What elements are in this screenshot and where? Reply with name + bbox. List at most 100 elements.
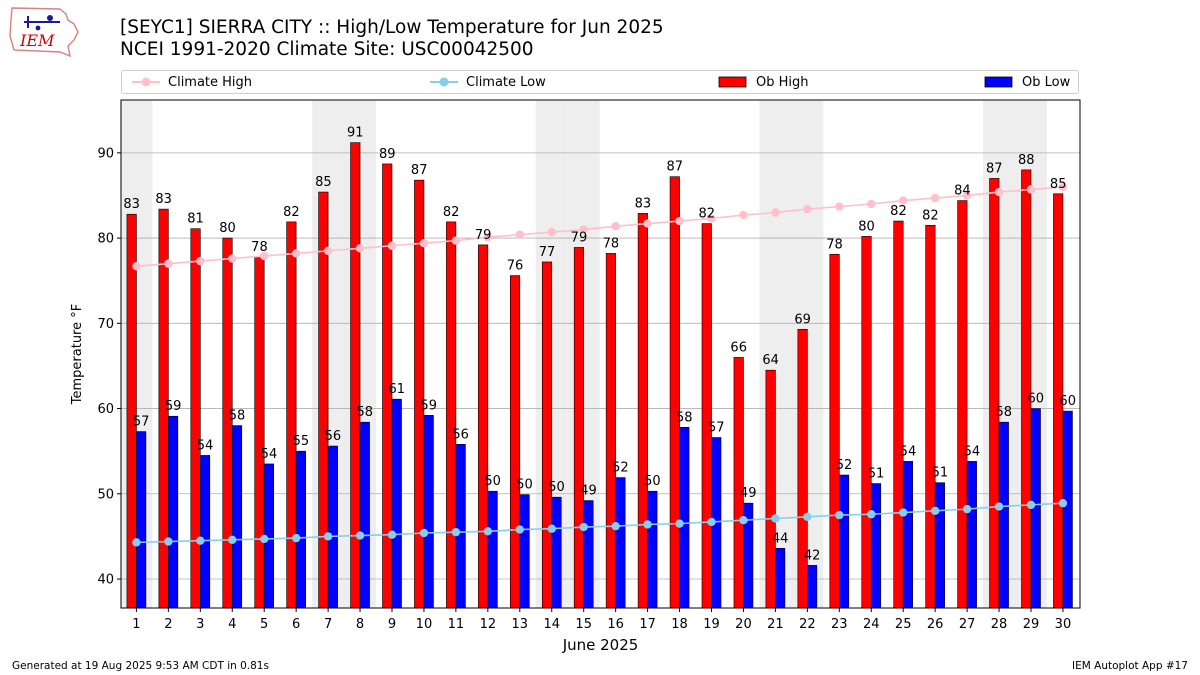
svg-text:IEM: IEM [19,31,55,50]
ob-low-bar [583,500,594,609]
ob-low-bar [775,548,786,609]
x-tick-label: 17 [639,617,656,632]
climate-low-point [739,516,748,525]
x-tick-label: 29 [1023,617,1040,632]
ob-high-label: 69 [794,312,811,327]
iem-logo: IEM [9,7,79,58]
climate-high-point [962,191,972,200]
ob-low-bar [263,463,275,609]
ob-high-label: 87 [986,161,1003,176]
ob-low-bar [679,427,690,609]
ob-low-label: 42 [804,548,821,563]
ob-high-bar [701,223,712,609]
ob-high-label: 85 [315,175,332,190]
climate-high-point [899,196,908,205]
x-axis-label: June 2025 [562,636,639,654]
x-tick-label: 23 [831,617,848,632]
ob-low-label: 50 [548,480,565,495]
x-tick-label: 20 [735,617,752,632]
ob-high-label: 91 [347,126,364,141]
ob-low-label: 61 [388,382,405,397]
x-tick-label: 3 [196,617,204,632]
ob-low-bar [1030,408,1041,609]
y-tick-label: 80 [97,232,114,247]
x-tick-label: 16 [607,617,624,632]
y-tick-label: 70 [97,317,114,332]
legend-item-climate-low: Climate Low [430,71,546,93]
climate-low-point [451,527,461,537]
climate-low-point [771,514,780,523]
ob-low-bar [359,421,370,609]
climate-high-point [419,238,429,248]
climate-high-point [994,187,1004,197]
weekend-band [312,100,345,608]
ob-low-label: 50 [484,474,501,489]
ob-high-label: 87 [411,163,428,178]
x-tick-label: 6 [292,617,300,632]
climate-high-point [323,246,333,256]
x-tick-label: 11 [448,617,465,632]
climate-low-point [515,525,524,534]
x-tick-label: 21 [767,617,784,632]
legend-label-climate-low: Climate Low [466,74,546,90]
climate-high-point [611,221,620,231]
climate-high-point [930,193,940,203]
ob-low-bar [966,461,977,609]
ob-high-bar [797,328,808,609]
legend-item-ob-low: Ob Low [984,71,1070,93]
ob-high-bar [765,369,776,609]
ob-low-label: 59 [165,399,182,414]
ob-high-label: 78 [603,236,620,251]
climate-high-point [547,227,556,237]
climate-low-point [675,519,684,528]
ob-high-bar [957,200,968,609]
climate-low-point [547,524,556,533]
ob-high-label: 84 [954,184,971,199]
ob-high-label: 82 [443,205,460,220]
ob-high-bar [350,142,361,609]
climate-high-point [803,204,812,214]
ob-high-bar [861,236,872,609]
ob-low-label: 51 [868,467,885,482]
x-tick-label: 28 [991,617,1008,632]
weekend-band [567,100,600,608]
climate-low-point [643,520,652,529]
climate-low-point [707,517,716,527]
ob-low-bar [743,502,754,609]
ob-low-label: 58 [229,409,246,424]
chart-title: [SEYC1] SIERRA CITY :: High/Low Temperat… [120,17,664,38]
climate-low-point [1026,500,1036,510]
ob-low-bar [423,415,434,609]
ob-low-label: 56 [452,427,469,442]
ob-low-label: 54 [964,444,981,459]
ob-low-label: 49 [580,484,597,499]
x-tick-label: 10 [416,617,433,632]
ob-low-bar [998,421,1009,609]
x-tick-label: 25 [895,617,912,632]
plot-frame [120,99,1081,609]
ob-low-label: 44 [772,531,789,546]
y-tick-label: 90 [97,146,114,161]
ob-low-label: 58 [357,405,374,420]
x-tick-label: 8 [356,617,364,632]
x-tick-label: 14 [543,617,560,632]
ob-high-label: 85 [1050,177,1067,192]
ob-low-label: 57 [708,421,725,436]
ob-high-bar [446,221,457,609]
x-tick-label: 7 [324,617,332,632]
ob-high-bar [478,244,489,609]
x-tick-label: 27 [959,617,976,632]
ob-low-label: 54 [900,444,917,459]
climate-high-point [771,208,780,217]
weekend-band [535,100,568,608]
climate-high-point [355,244,365,253]
ob-low-bar [168,415,179,609]
app-note: IEM Autoplot App #17 [1072,660,1188,672]
climate-low-point [867,510,876,519]
ob-high-bar [190,228,201,609]
ob-high-label: 83 [155,192,172,207]
ob-high-bar [637,213,648,609]
x-tick-label: 5 [260,617,268,632]
ob-low-bar [551,496,562,609]
weekend-band [1015,100,1047,608]
